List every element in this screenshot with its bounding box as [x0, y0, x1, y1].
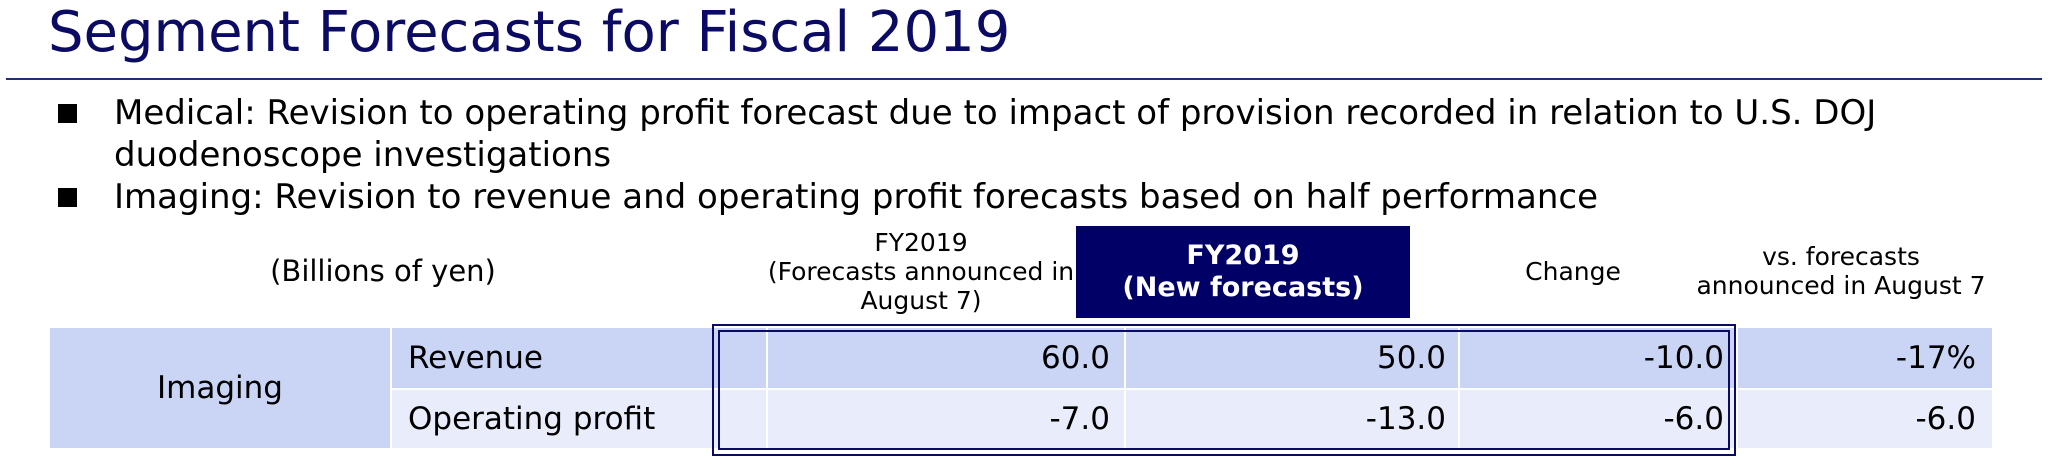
header-line: Change: [1525, 256, 1621, 286]
bullet-item-imaging: Imaging: Revision to revenue and operati…: [56, 176, 2016, 218]
cell-revenue-new: 50.0: [1126, 328, 1458, 388]
header-line: vs. forecasts: [1762, 242, 1920, 271]
row-label-operating-profit: Operating profit: [392, 390, 766, 448]
bullet-item-medical: Medical: Revision to operating profit fo…: [56, 92, 2016, 176]
cell-value: 50.0: [1376, 339, 1446, 376]
header-line: FY2019: [1186, 240, 1300, 271]
cell-revenue-vs: -17%: [1738, 328, 1992, 388]
cell-value: 60.0: [1040, 339, 1110, 376]
cell-revenue-change: -10.0: [1460, 328, 1736, 388]
header-line: (New forecasts): [1122, 272, 1364, 303]
header-text-block: FY2019 (New forecasts): [1122, 240, 1363, 304]
column-header-change: Change: [1410, 224, 1736, 318]
cell-value: -6.0: [1663, 400, 1725, 437]
forecast-table: (Billions of yen) FY2019 (Forecasts anno…: [50, 224, 1992, 456]
cell-value: -10.0: [1643, 339, 1724, 376]
bullet-text: Medical: Revision to operating profit fo…: [114, 93, 1877, 175]
square-bullet-icon: [58, 188, 77, 207]
bullet-list: Medical: Revision to operating profit fo…: [56, 92, 2016, 218]
cell-op-profit-new: -13.0: [1126, 390, 1458, 448]
square-bullet-icon: [58, 104, 77, 123]
column-header-vs-forecast: vs. forecasts announced in August 7: [1690, 224, 1992, 318]
header-line: (Forecasts announced in: [767, 256, 1075, 286]
header-line: August 7): [860, 285, 982, 315]
row-label: Revenue: [408, 339, 544, 376]
column-header-new-forecast: FY2019 (New forecasts): [1076, 226, 1410, 318]
column-header-previous-forecast: FY2019 (Forecasts announced in August 7): [716, 224, 1126, 318]
title-divider: [6, 78, 2042, 80]
cell-value: -6.0: [1915, 400, 1977, 437]
cell-value: -13.0: [1365, 400, 1446, 437]
row-label: Operating profit: [408, 400, 656, 437]
cell-value: -17%: [1895, 339, 1976, 376]
bullet-text: Imaging: Revision to revenue and operati…: [114, 177, 1598, 217]
segment-name: Imaging: [157, 369, 283, 406]
cell-op-profit-change: -6.0: [1460, 390, 1736, 448]
header-text-block: vs. forecasts announced in August 7: [1696, 242, 1985, 300]
cell-revenue-previous: 60.0: [768, 328, 1124, 388]
header-line: announced in August 7: [1696, 271, 1986, 300]
header-text-block: FY2019 (Forecasts announced in August 7): [768, 228, 1074, 315]
units-header: (Billions of yen): [50, 224, 716, 318]
row-label-revenue: Revenue: [392, 328, 766, 388]
units-label: (Billions of yen): [270, 253, 496, 288]
segment-name-cell: Imaging: [50, 328, 390, 448]
cell-op-profit-previous: -7.0: [768, 390, 1124, 448]
page-title: Segment Forecasts for Fiscal 2019: [48, 0, 1011, 65]
cell-value: -7.0: [1049, 400, 1111, 437]
cell-op-profit-vs: -6.0: [1738, 390, 1992, 448]
header-line: FY2019: [874, 227, 968, 257]
